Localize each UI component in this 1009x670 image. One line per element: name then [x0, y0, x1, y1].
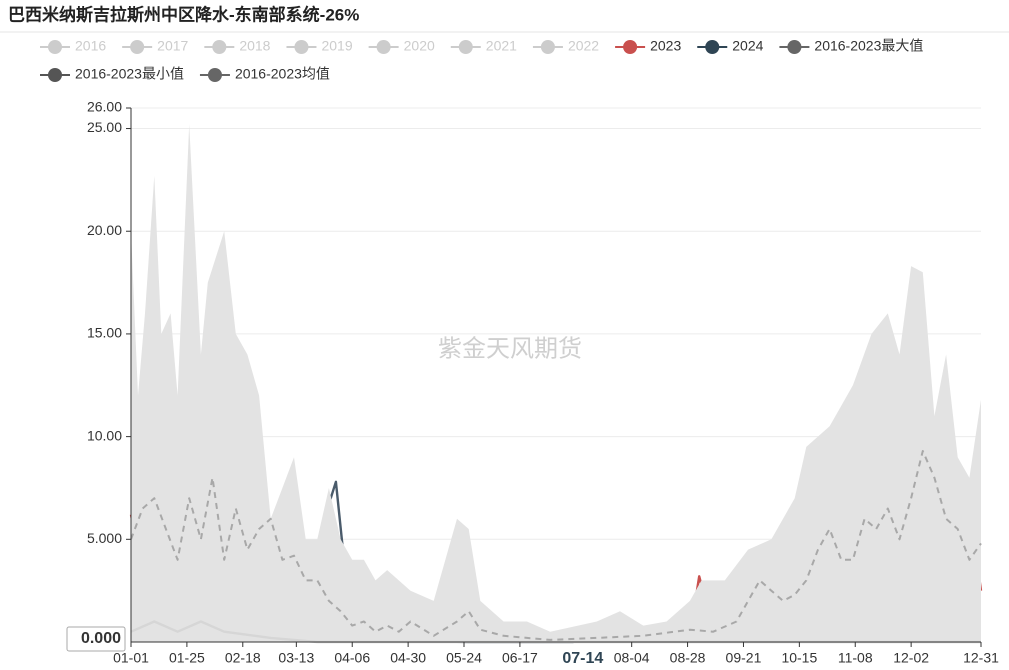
x-tick-label: 04-30	[390, 650, 426, 666]
x-tick-label: 08-28	[670, 650, 706, 666]
x-tick-label: 11-08	[838, 650, 873, 666]
x-tick-label: 06-17	[502, 650, 538, 666]
legend-label: 2018	[239, 38, 270, 54]
legend-icon	[376, 40, 391, 54]
axis-pointer-x-label: 07-14	[562, 650, 603, 667]
x-tick-label: 05-24	[446, 650, 482, 666]
x-tick-label: 10-15	[781, 650, 817, 666]
axis-pointer-y-label: 0.000	[81, 630, 121, 647]
y-tick-label: 25.00	[87, 119, 122, 135]
legend-icon	[48, 40, 62, 54]
legend-icon	[787, 40, 802, 54]
legend-label: 2021	[486, 38, 517, 54]
series-line	[130, 450, 982, 641]
legend-icon	[705, 40, 720, 54]
legend-label: 2024	[732, 38, 763, 54]
y-tick-label: 15.00	[87, 325, 122, 341]
legend-label: 2023	[650, 38, 681, 54]
watermark: 紫金天风期货	[438, 335, 582, 362]
x-tick-label: 12-02	[893, 650, 929, 666]
legend-icon	[294, 40, 309, 54]
legend-icon	[130, 40, 145, 54]
x-tick-label: 09-21	[726, 650, 762, 666]
x-tick-label: 03-13	[278, 650, 314, 666]
chart-title: 巴西米纳斯吉拉斯州中区降水-东南部系统-26%	[8, 4, 359, 24]
legend-label: 2019	[321, 38, 352, 54]
axis-pointer-y-box	[66, 626, 126, 652]
legend-icon	[623, 40, 638, 54]
x-tick-label: 08-04	[614, 650, 650, 666]
y-tick-label: 10.00	[87, 427, 122, 443]
legend-label: 2017	[157, 38, 188, 54]
y-tick-label: 5.000	[87, 530, 122, 546]
area	[131, 124, 981, 642]
legend-icon	[207, 68, 222, 82]
legend-label: 2022	[568, 38, 599, 54]
legend-label: 2020	[404, 38, 435, 54]
y-tick-label: 20.00	[87, 222, 122, 238]
legend-icon	[458, 40, 473, 54]
legend-label: 2016-2023最小值	[75, 66, 184, 82]
legend-icon	[540, 40, 555, 54]
legend-icon	[212, 40, 227, 54]
x-tick-label: 12-31	[963, 650, 999, 666]
x-tick-label: 01-25	[169, 650, 205, 666]
x-tick-label: 04-06	[334, 650, 370, 666]
x-tick-label: 01-01	[113, 650, 149, 666]
x-tick-label: 02-18	[225, 650, 261, 666]
y-tick-label: 26.00	[87, 99, 122, 115]
legend-label: 2016	[75, 38, 106, 54]
series-line	[130, 620, 981, 644]
legend-label: 2016-2023最大值	[814, 38, 923, 54]
legend-label: 2016-2023均值	[235, 66, 330, 82]
axis-pointer-x-box	[554, 648, 611, 670]
legend-icon	[48, 68, 62, 82]
